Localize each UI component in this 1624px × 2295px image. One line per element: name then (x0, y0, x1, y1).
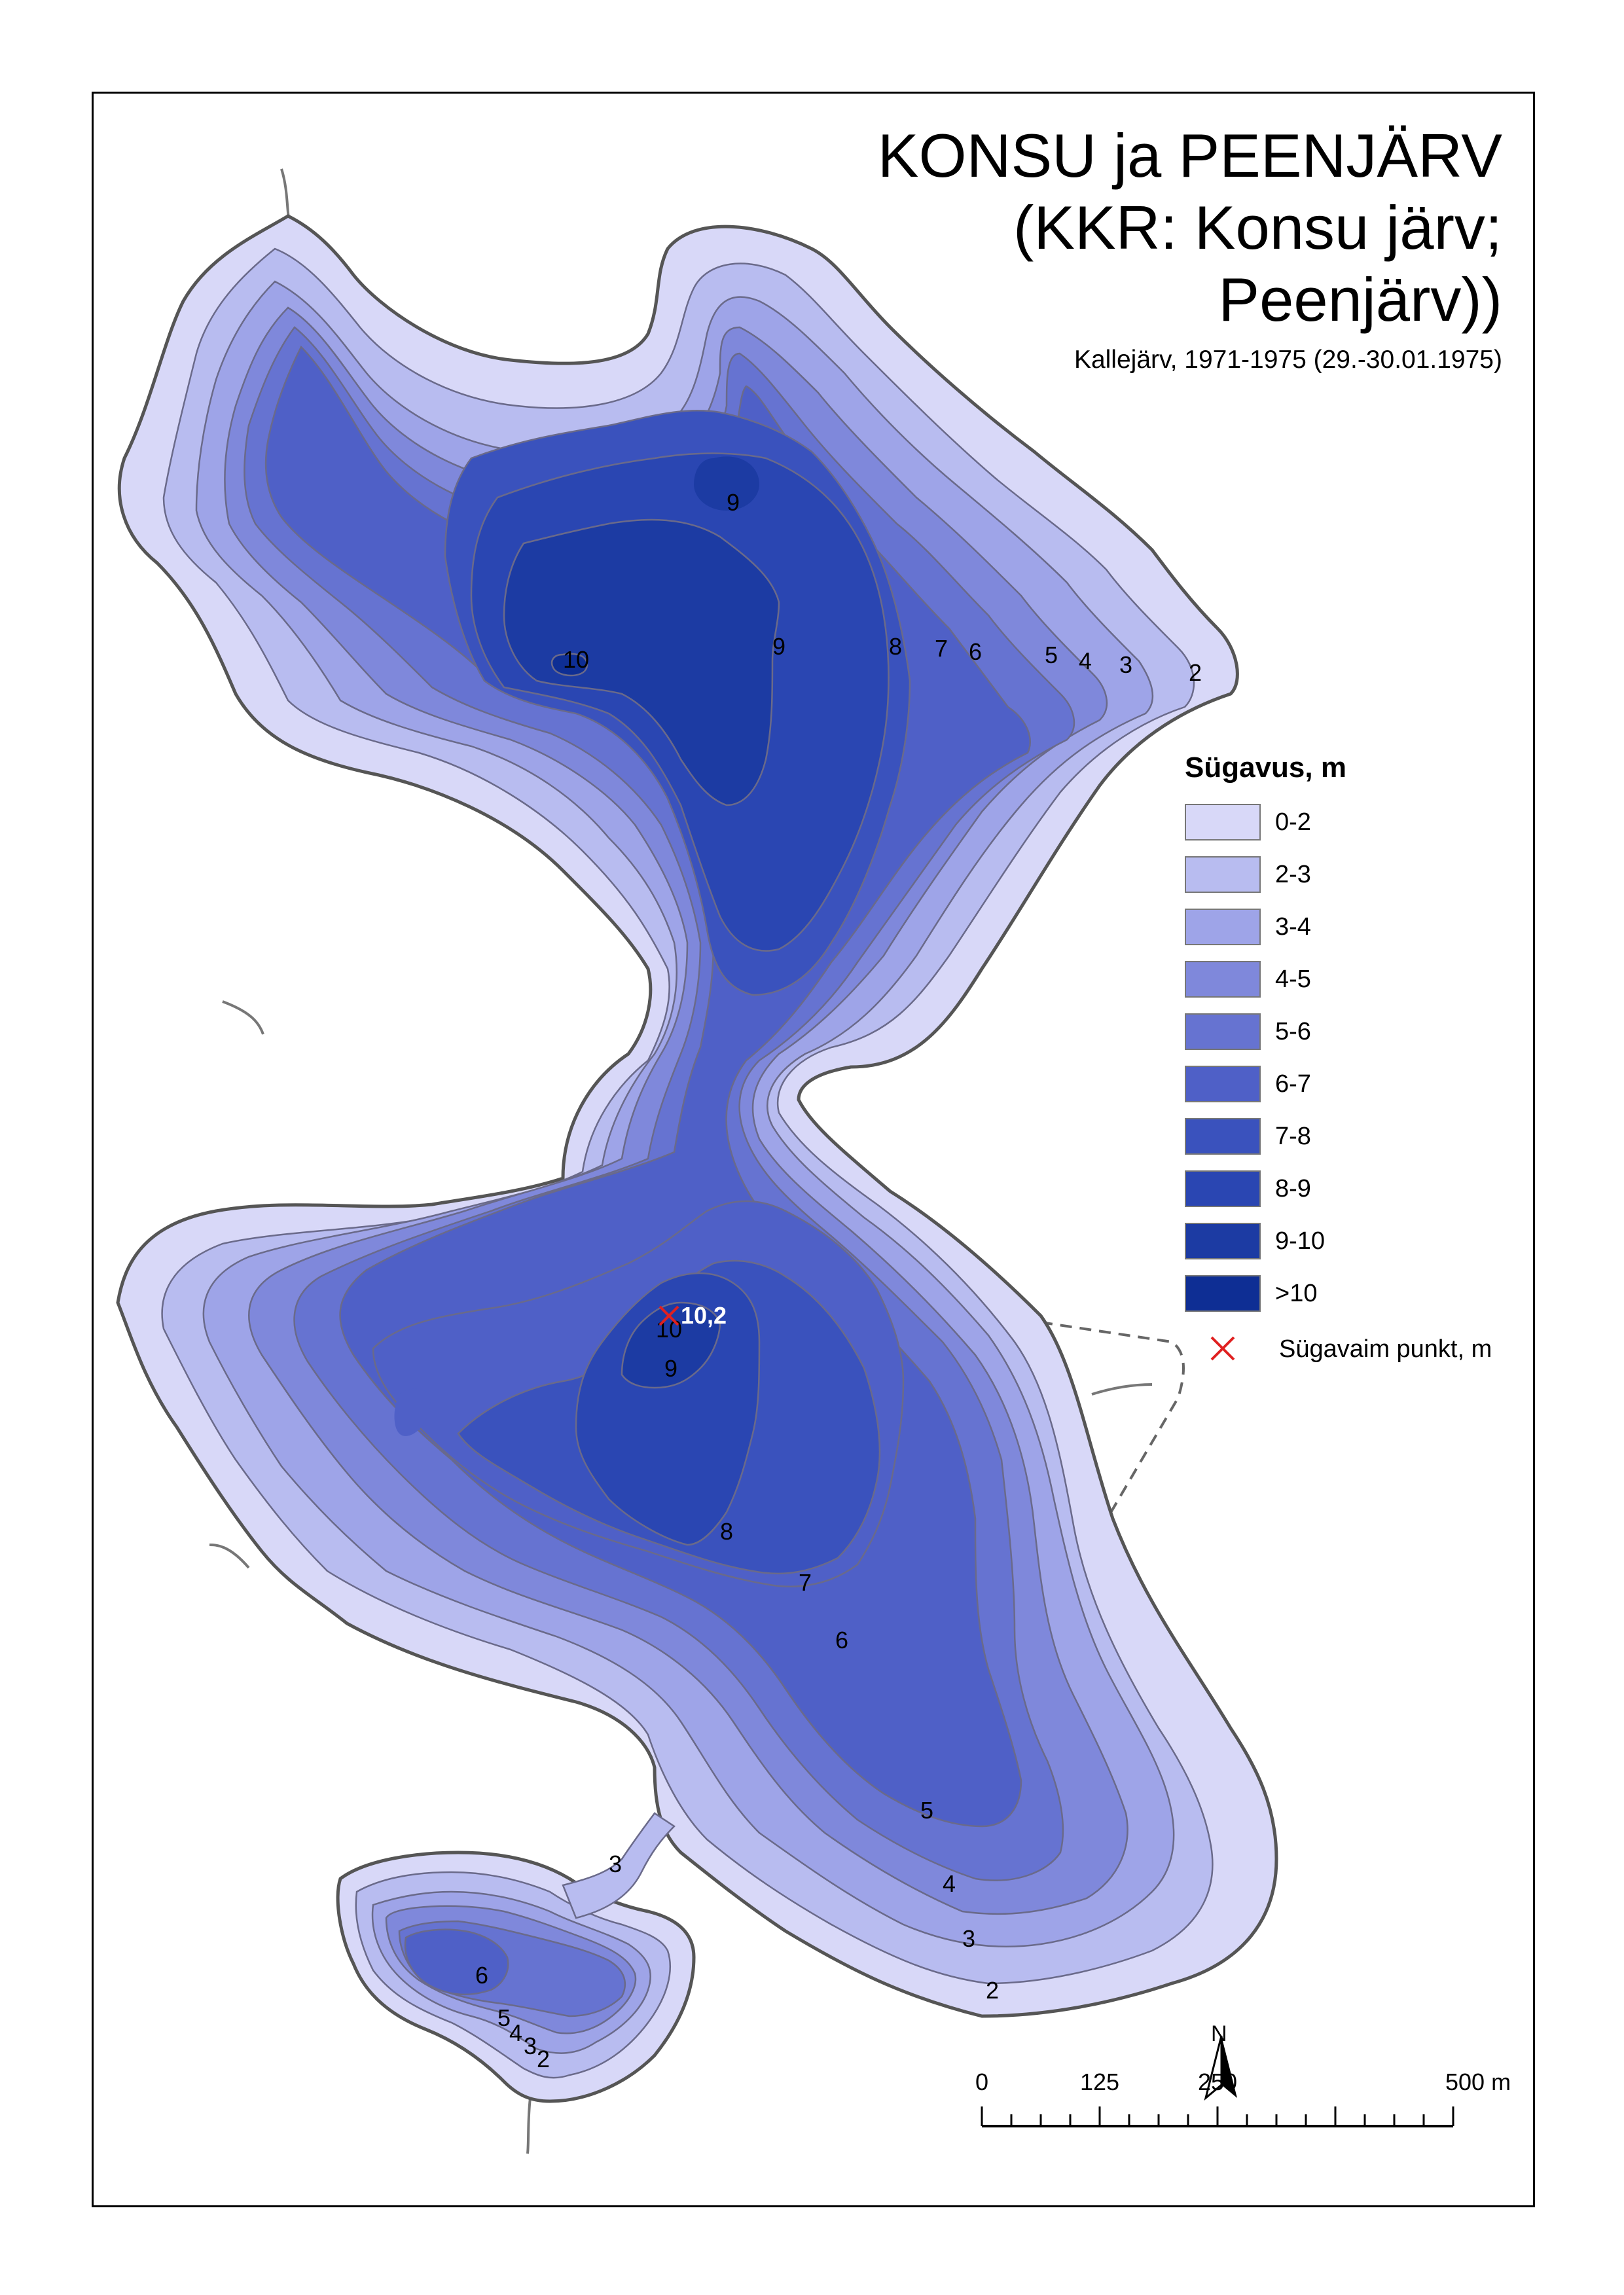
contour-label: 3 (962, 1925, 975, 1952)
contour-label: 10 (563, 646, 589, 673)
contour-label: 9 (664, 1355, 677, 1382)
map-title-line-2: (KKR: Konsu järv; (1013, 193, 1502, 262)
main-lake-zone-9 (503, 518, 780, 806)
north-label: N (1211, 2021, 1227, 2046)
contour-label: 3 (524, 2033, 537, 2059)
contour-label: 4 (509, 2019, 522, 2046)
legend-label: 7-8 (1275, 1123, 1311, 1150)
legend-swatch (1185, 1066, 1261, 1102)
contour-label: 5 (1045, 642, 1058, 668)
contour-label: 10 (656, 1316, 682, 1343)
contour-label: 4 (943, 1870, 956, 1897)
deepest-point-value: 10,2 (681, 1302, 727, 1329)
legend-swatch (1185, 909, 1261, 945)
contour-label: 8 (720, 1518, 733, 1545)
legend-label: 8-9 (1275, 1175, 1311, 1202)
north-arrow-icon (1221, 2036, 1237, 2098)
map-subtitle: Kallejärv, 1971-1975 (29.-30.01.1975) (1074, 346, 1502, 374)
scale-bar (981, 2106, 1454, 2127)
contour-label: 5 (497, 2004, 511, 2031)
contour-label: 9 (772, 633, 785, 660)
legend-swatch (1185, 1013, 1261, 1050)
deepest-point-legend-label: Sügavaim punkt, m (1279, 1335, 1492, 1363)
legend-swatch (1185, 1275, 1261, 1312)
legend-swatch (1185, 804, 1261, 840)
legend-swatch (1185, 1223, 1261, 1259)
scale-bar-label: 500 m (1445, 2069, 1511, 2095)
scale-bar-label: 250 (1198, 2069, 1238, 2095)
contour-label: 5 (920, 1797, 933, 1824)
contour-label: 8 (889, 633, 902, 660)
legend-label: >10 (1275, 1280, 1318, 1307)
contour-label: 6 (969, 638, 982, 665)
legend-label: 9-10 (1275, 1227, 1326, 1255)
contour-label: 2 (537, 2046, 550, 2072)
contour-label: 6 (835, 1627, 848, 1653)
legend-label: 0-2 (1275, 808, 1311, 836)
deepest-point-marker: 10,2 (659, 1302, 727, 1329)
map-title-line-1: KONSU ja PEENJÄRV (877, 121, 1502, 190)
legend-title: Sügavus, m (1185, 751, 1346, 784)
contour-label: 4 (1079, 647, 1092, 674)
legend-label: 6-7 (1275, 1070, 1311, 1098)
legend-swatch (1185, 961, 1261, 998)
scale-bar-label: 125 (1080, 2069, 1120, 2095)
deepest-point-cross-icon (659, 1305, 679, 1326)
legend-label: 5-6 (1275, 1018, 1311, 1045)
legend-label: 4-5 (1275, 966, 1311, 993)
main-lake-zone-10 (550, 653, 588, 677)
contour-label: 3 (609, 1851, 622, 1877)
legend-label: 2-3 (1275, 861, 1311, 888)
map-title-line-3: Peenjärv)) (1218, 265, 1502, 334)
contour-label: 6 (475, 1962, 488, 1989)
scale-bar-label: 0 (975, 2069, 989, 2095)
south-basin-pit-6 (394, 1388, 431, 1436)
contour-label: 7 (935, 635, 948, 662)
main-lake-zone-9b (694, 456, 759, 511)
legend-swatch (1185, 1170, 1261, 1207)
legend-swatch (1185, 1118, 1261, 1155)
north-arrow (1204, 2035, 1237, 2101)
legend-label: 3-4 (1275, 913, 1311, 941)
map-frame (92, 92, 1535, 2207)
contour-label: 3 (1119, 651, 1132, 678)
contour-label: 2 (986, 1977, 999, 2004)
contour-label: 2 (1189, 659, 1202, 686)
connecting-channel (562, 1812, 676, 1919)
small-lake-zone-6 (404, 1928, 509, 1996)
lake-depth-zones (116, 214, 1278, 2103)
contour-label: 9 (727, 489, 740, 516)
contour-label: 7 (799, 1569, 812, 1596)
north-arrow-icon-outline (1204, 2035, 1223, 2101)
south-basin-zone-9 (621, 1301, 721, 1389)
legend-swatch (1185, 856, 1261, 893)
